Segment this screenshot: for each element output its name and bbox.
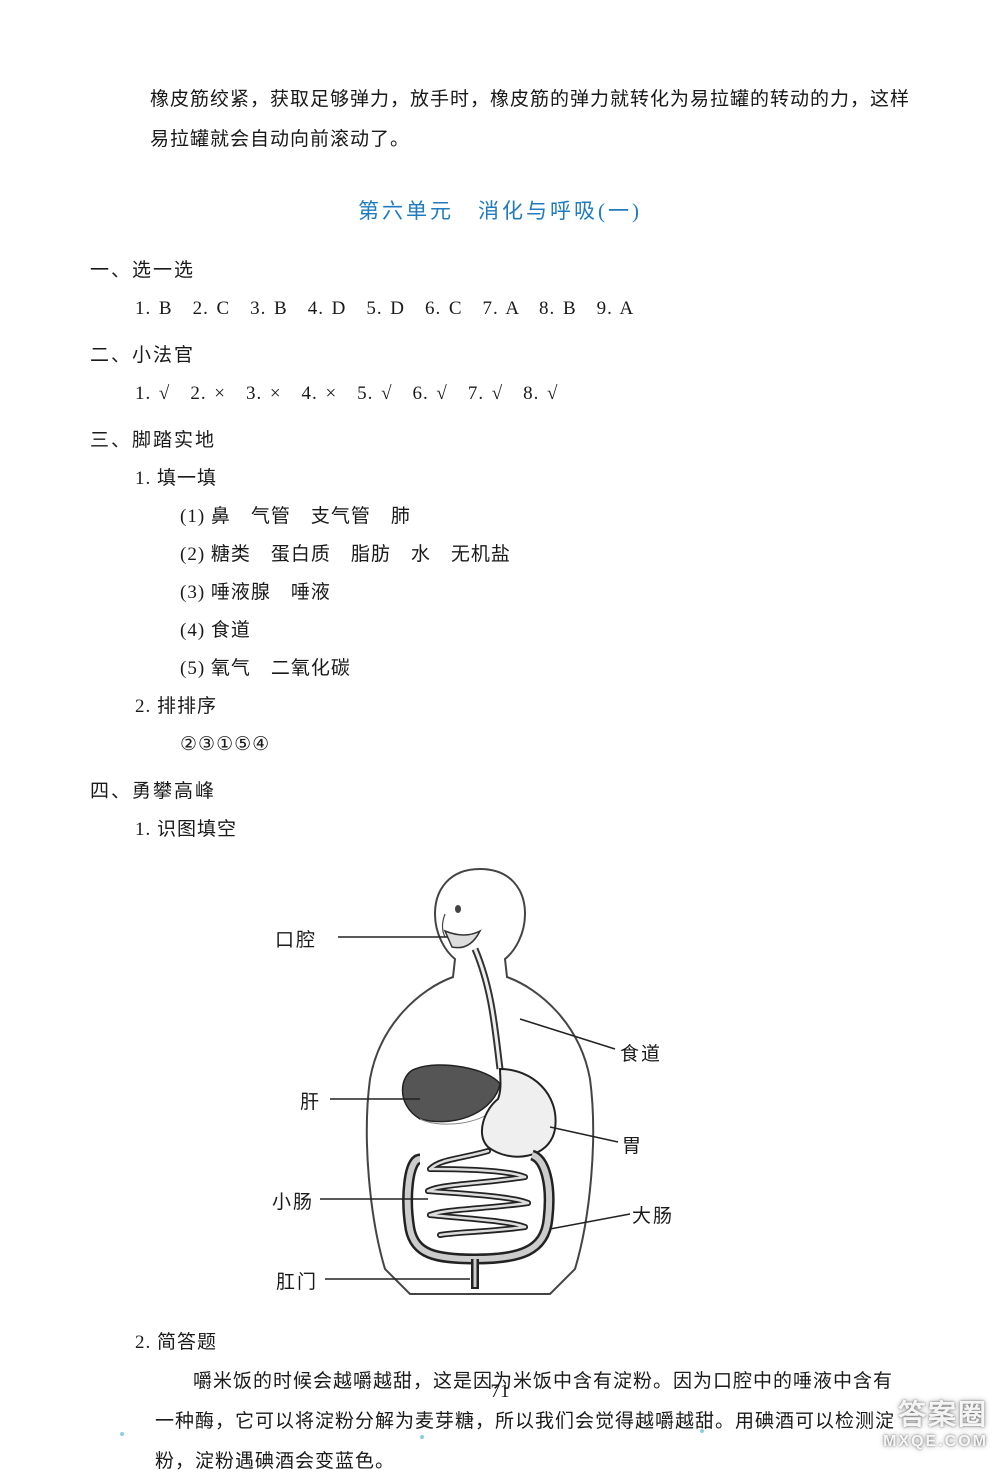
section3-item1-sub4: (5) 氧气 二氧化碳 [180,650,910,688]
section4-item1-title: 1. 识图填空 [135,811,910,849]
unit-title: 第六单元 消化与呼吸(一) [90,195,910,225]
diagram-label-mouth: 口腔 [275,925,317,952]
section1-heading: 一、选一选 [90,255,910,282]
section3-item2-answer: ②③①⑤④ [180,726,910,764]
prev-continuation-text: 橡皮筋绞紧，获取足够弹力，放手时，橡皮筋的弹力就转化为易拉罐的转动的力，这样易拉… [150,80,910,160]
page-number: 71 [0,1381,1000,1403]
section1-answers: 1. B 2. C 3. B 4. D 5. D 6. C 7. A 8. B … [135,290,910,328]
section3-item1-title: 1. 填一填 [135,460,910,498]
section2-heading: 二、小法官 [90,340,910,367]
section3-item1-sub1: (2) 糖类 蛋白质 脂肪 水 无机盐 [180,536,910,574]
diagram-label-small-intestine: 小肠 [272,1187,314,1214]
section3-item1-sub0: (1) 鼻 气管 支气管 肺 [180,498,910,536]
section3-item2-title: 2. 排排序 [135,688,910,726]
watermark-bottom: MXQE.COM [883,1433,988,1451]
diagram-label-liver: 肝 [300,1087,321,1114]
watermark-top: 答案圈 [883,1393,988,1433]
watermark: 答案圈 MXQE.COM [883,1393,988,1451]
diagram-label-anus: 肛门 [276,1267,318,1294]
section4-item2-title: 2. 简答题 [135,1324,910,1362]
section3-item1-sub2: (3) 唾液腺 唾液 [180,574,910,612]
diagram-label-large-intestine: 大肠 [632,1201,674,1228]
diagram-label-esophagus: 食道 [620,1039,662,1066]
section2-answers: 1. √ 2. × 3. × 4. × 5. √ 6. √ 7. √ 8. √ [135,375,910,413]
section4-heading: 四、勇攀高峰 [90,776,910,803]
digestive-system-diagram: 口腔 食道 肝 胃 小肠 大肠 肛门 [270,859,690,1299]
diagram-label-stomach: 胃 [622,1131,643,1158]
section3-heading: 三、脚踏实地 [90,425,910,452]
section3-item1-sub3: (4) 食道 [180,612,910,650]
section4-item2-para: 嚼米饭的时候会越嚼越甜，这是因为米饭中含有淀粉。因为口腔中的唾液中含有一种酶，它… [155,1362,910,1481]
